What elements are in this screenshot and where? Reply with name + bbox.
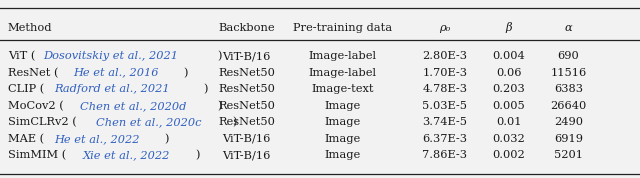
Text: 0.005: 0.005 (492, 101, 525, 111)
Text: ): ) (164, 134, 169, 144)
Text: ResNet50: ResNet50 (218, 117, 275, 127)
Text: SimCLRv2 (: SimCLRv2 ( (8, 117, 76, 127)
Text: 0.203: 0.203 (492, 84, 525, 94)
Text: 3.74E-5: 3.74E-5 (422, 117, 467, 127)
Text: Dosovitskiy et al., 2021: Dosovitskiy et al., 2021 (43, 51, 178, 61)
Text: Radford et al., 2021: Radford et al., 2021 (54, 84, 170, 94)
Text: ): ) (217, 101, 221, 111)
Text: 0.004: 0.004 (492, 51, 525, 61)
Text: 0.06: 0.06 (496, 68, 522, 78)
Text: ): ) (217, 51, 221, 61)
Text: Image-label: Image-label (308, 68, 376, 78)
Text: Image-label: Image-label (308, 51, 376, 61)
Text: α: α (564, 23, 572, 33)
Text: Method: Method (8, 23, 52, 33)
Text: ResNet50: ResNet50 (218, 101, 275, 111)
Text: 0.01: 0.01 (496, 117, 522, 127)
Text: 5.03E-5: 5.03E-5 (422, 101, 467, 111)
Text: CLIP (: CLIP ( (8, 84, 44, 94)
Text: SimMIM (: SimMIM ( (8, 150, 66, 161)
Text: 4.78E-3: 4.78E-3 (422, 84, 467, 94)
Text: MAE (: MAE ( (8, 134, 44, 144)
Text: ViT (: ViT ( (8, 51, 35, 61)
Text: 2490: 2490 (554, 117, 583, 127)
Text: 6383: 6383 (554, 84, 583, 94)
Text: Image: Image (324, 134, 360, 144)
Text: ): ) (196, 150, 200, 161)
Text: 6.37E-3: 6.37E-3 (422, 134, 467, 144)
Text: MoCov2 (: MoCov2 ( (8, 101, 63, 111)
Text: ): ) (232, 117, 237, 127)
Text: 6919: 6919 (554, 134, 583, 144)
Text: Image: Image (324, 117, 360, 127)
Text: Image-text: Image-text (311, 84, 374, 94)
Text: He et al., 2022: He et al., 2022 (54, 134, 140, 144)
Text: ResNet (: ResNet ( (8, 67, 58, 78)
Text: ρ₀: ρ₀ (439, 23, 451, 33)
Text: ViT-B/16: ViT-B/16 (222, 150, 271, 160)
Text: He et al., 2016: He et al., 2016 (73, 68, 158, 78)
Text: Chen et al., 2020d: Chen et al., 2020d (79, 101, 186, 111)
Text: 0.032: 0.032 (492, 134, 525, 144)
Text: ViT-B/16: ViT-B/16 (222, 134, 271, 144)
Text: 7.86E-3: 7.86E-3 (422, 150, 467, 160)
Text: β: β (506, 22, 512, 33)
Text: 2.80E-3: 2.80E-3 (422, 51, 467, 61)
Text: ResNet50: ResNet50 (218, 68, 275, 78)
Text: 26640: 26640 (550, 101, 586, 111)
Text: ViT-B/16: ViT-B/16 (222, 51, 271, 61)
Text: Xie et al., 2022: Xie et al., 2022 (83, 150, 170, 160)
Text: 1.70E-3: 1.70E-3 (422, 68, 467, 78)
Text: ResNet50: ResNet50 (218, 84, 275, 94)
Text: Backbone: Backbone (218, 23, 275, 33)
Text: 690: 690 (557, 51, 579, 61)
Text: 11516: 11516 (550, 68, 586, 78)
Text: Image: Image (324, 101, 360, 111)
Text: Chen et al., 2020c: Chen et al., 2020c (97, 117, 202, 127)
Text: Pre-training data: Pre-training data (293, 23, 392, 33)
Text: ): ) (183, 67, 188, 78)
Text: ): ) (204, 84, 208, 94)
Text: 5201: 5201 (554, 150, 583, 160)
Text: Image: Image (324, 150, 360, 160)
Text: 0.002: 0.002 (492, 150, 525, 160)
